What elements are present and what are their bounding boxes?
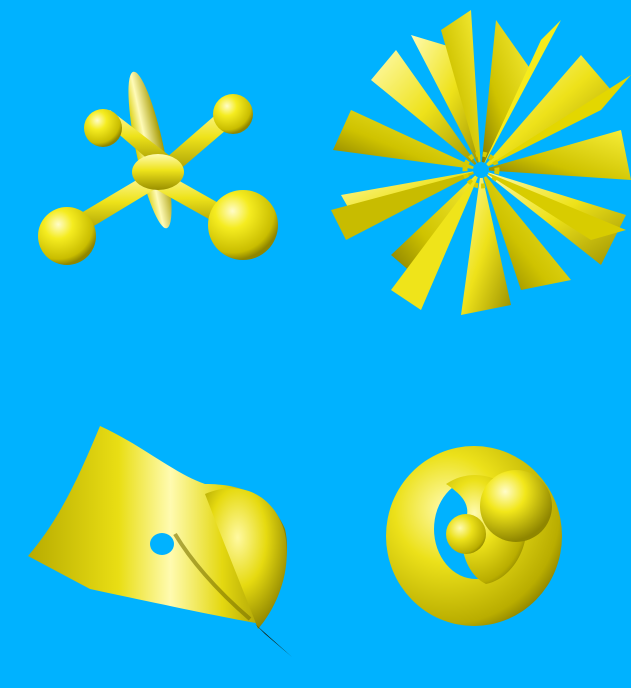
jacks-ball-bottom-left [38, 207, 96, 265]
blade [481, 55, 611, 170]
jacks-ball-bottom-right [208, 190, 278, 260]
sheet-main [28, 426, 288, 624]
jacks-hub [132, 154, 184, 190]
blade [391, 170, 481, 285]
star-blade-surface [331, 10, 631, 315]
jacks-ball-top-left [84, 109, 122, 147]
blade [331, 170, 481, 240]
star-blades [331, 10, 631, 315]
sheet-dark-edge [255, 624, 292, 657]
sheet-hole [150, 533, 174, 555]
blade [391, 170, 481, 310]
blade [481, 170, 626, 265]
blade [481, 170, 571, 290]
blade [481, 75, 631, 170]
blade [461, 170, 511, 315]
blade [481, 20, 531, 170]
star-center [473, 162, 489, 178]
torus-sphere [480, 470, 552, 542]
sheet-shadow-fold [173, 532, 252, 621]
jacks-ball-top-right [213, 94, 253, 134]
jacks-surface-panel [0, 0, 315, 344]
blade [481, 170, 626, 240]
blade [481, 20, 561, 170]
knotted-torus-surface [386, 446, 562, 626]
blade [371, 50, 481, 170]
star-blade-surface-panel [316, 0, 631, 344]
star-center-ring [462, 151, 500, 189]
sheet-lobe [205, 488, 287, 629]
saddle-sheet-surface-panel [0, 344, 315, 688]
blade [333, 110, 481, 170]
blade [481, 130, 631, 180]
knotted-torus-surface-panel [316, 344, 631, 688]
torus-small-loop [446, 514, 486, 554]
saddle-sheet-surface [28, 426, 292, 657]
blade [441, 10, 481, 170]
jacks-surface [38, 71, 278, 265]
